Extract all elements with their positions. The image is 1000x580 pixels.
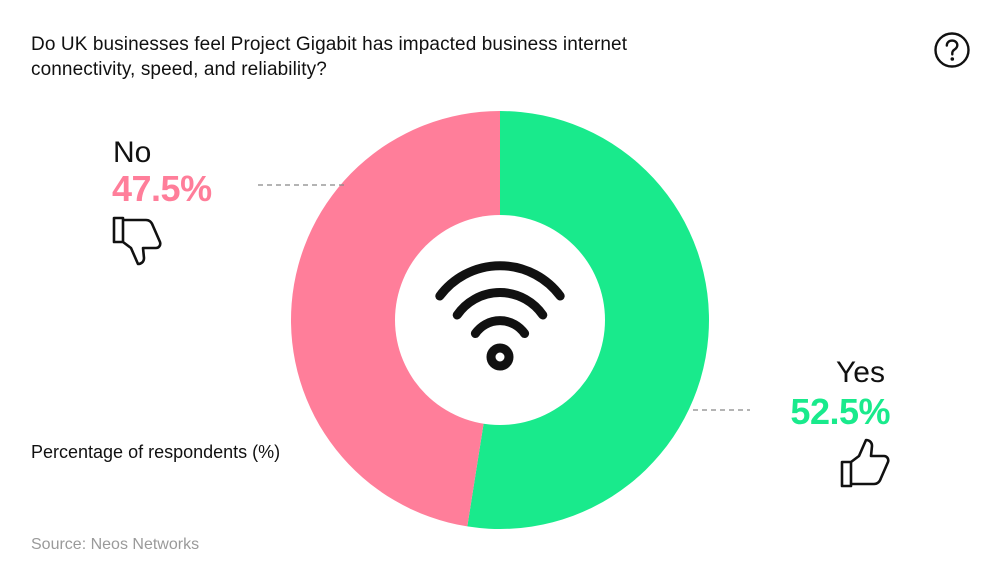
slice-value-no: 47.5% [112, 168, 212, 209]
slice-value-yes: 52.5% [790, 391, 890, 432]
thumbs-down-icon [112, 216, 162, 266]
slice-label-no: No [113, 136, 152, 169]
thumbs-up-icon [840, 438, 890, 488]
chart-title: Do UK businesses feel Project Gigabit ha… [31, 34, 628, 80]
question-circle-icon[interactable] [933, 31, 971, 69]
wifi-icon [435, 261, 565, 371]
source-note: Source: Neos Networks [31, 536, 200, 553]
unit-label: Percentage of respondents (%) [31, 442, 281, 462]
slice-label-yes: Yes [836, 356, 885, 389]
